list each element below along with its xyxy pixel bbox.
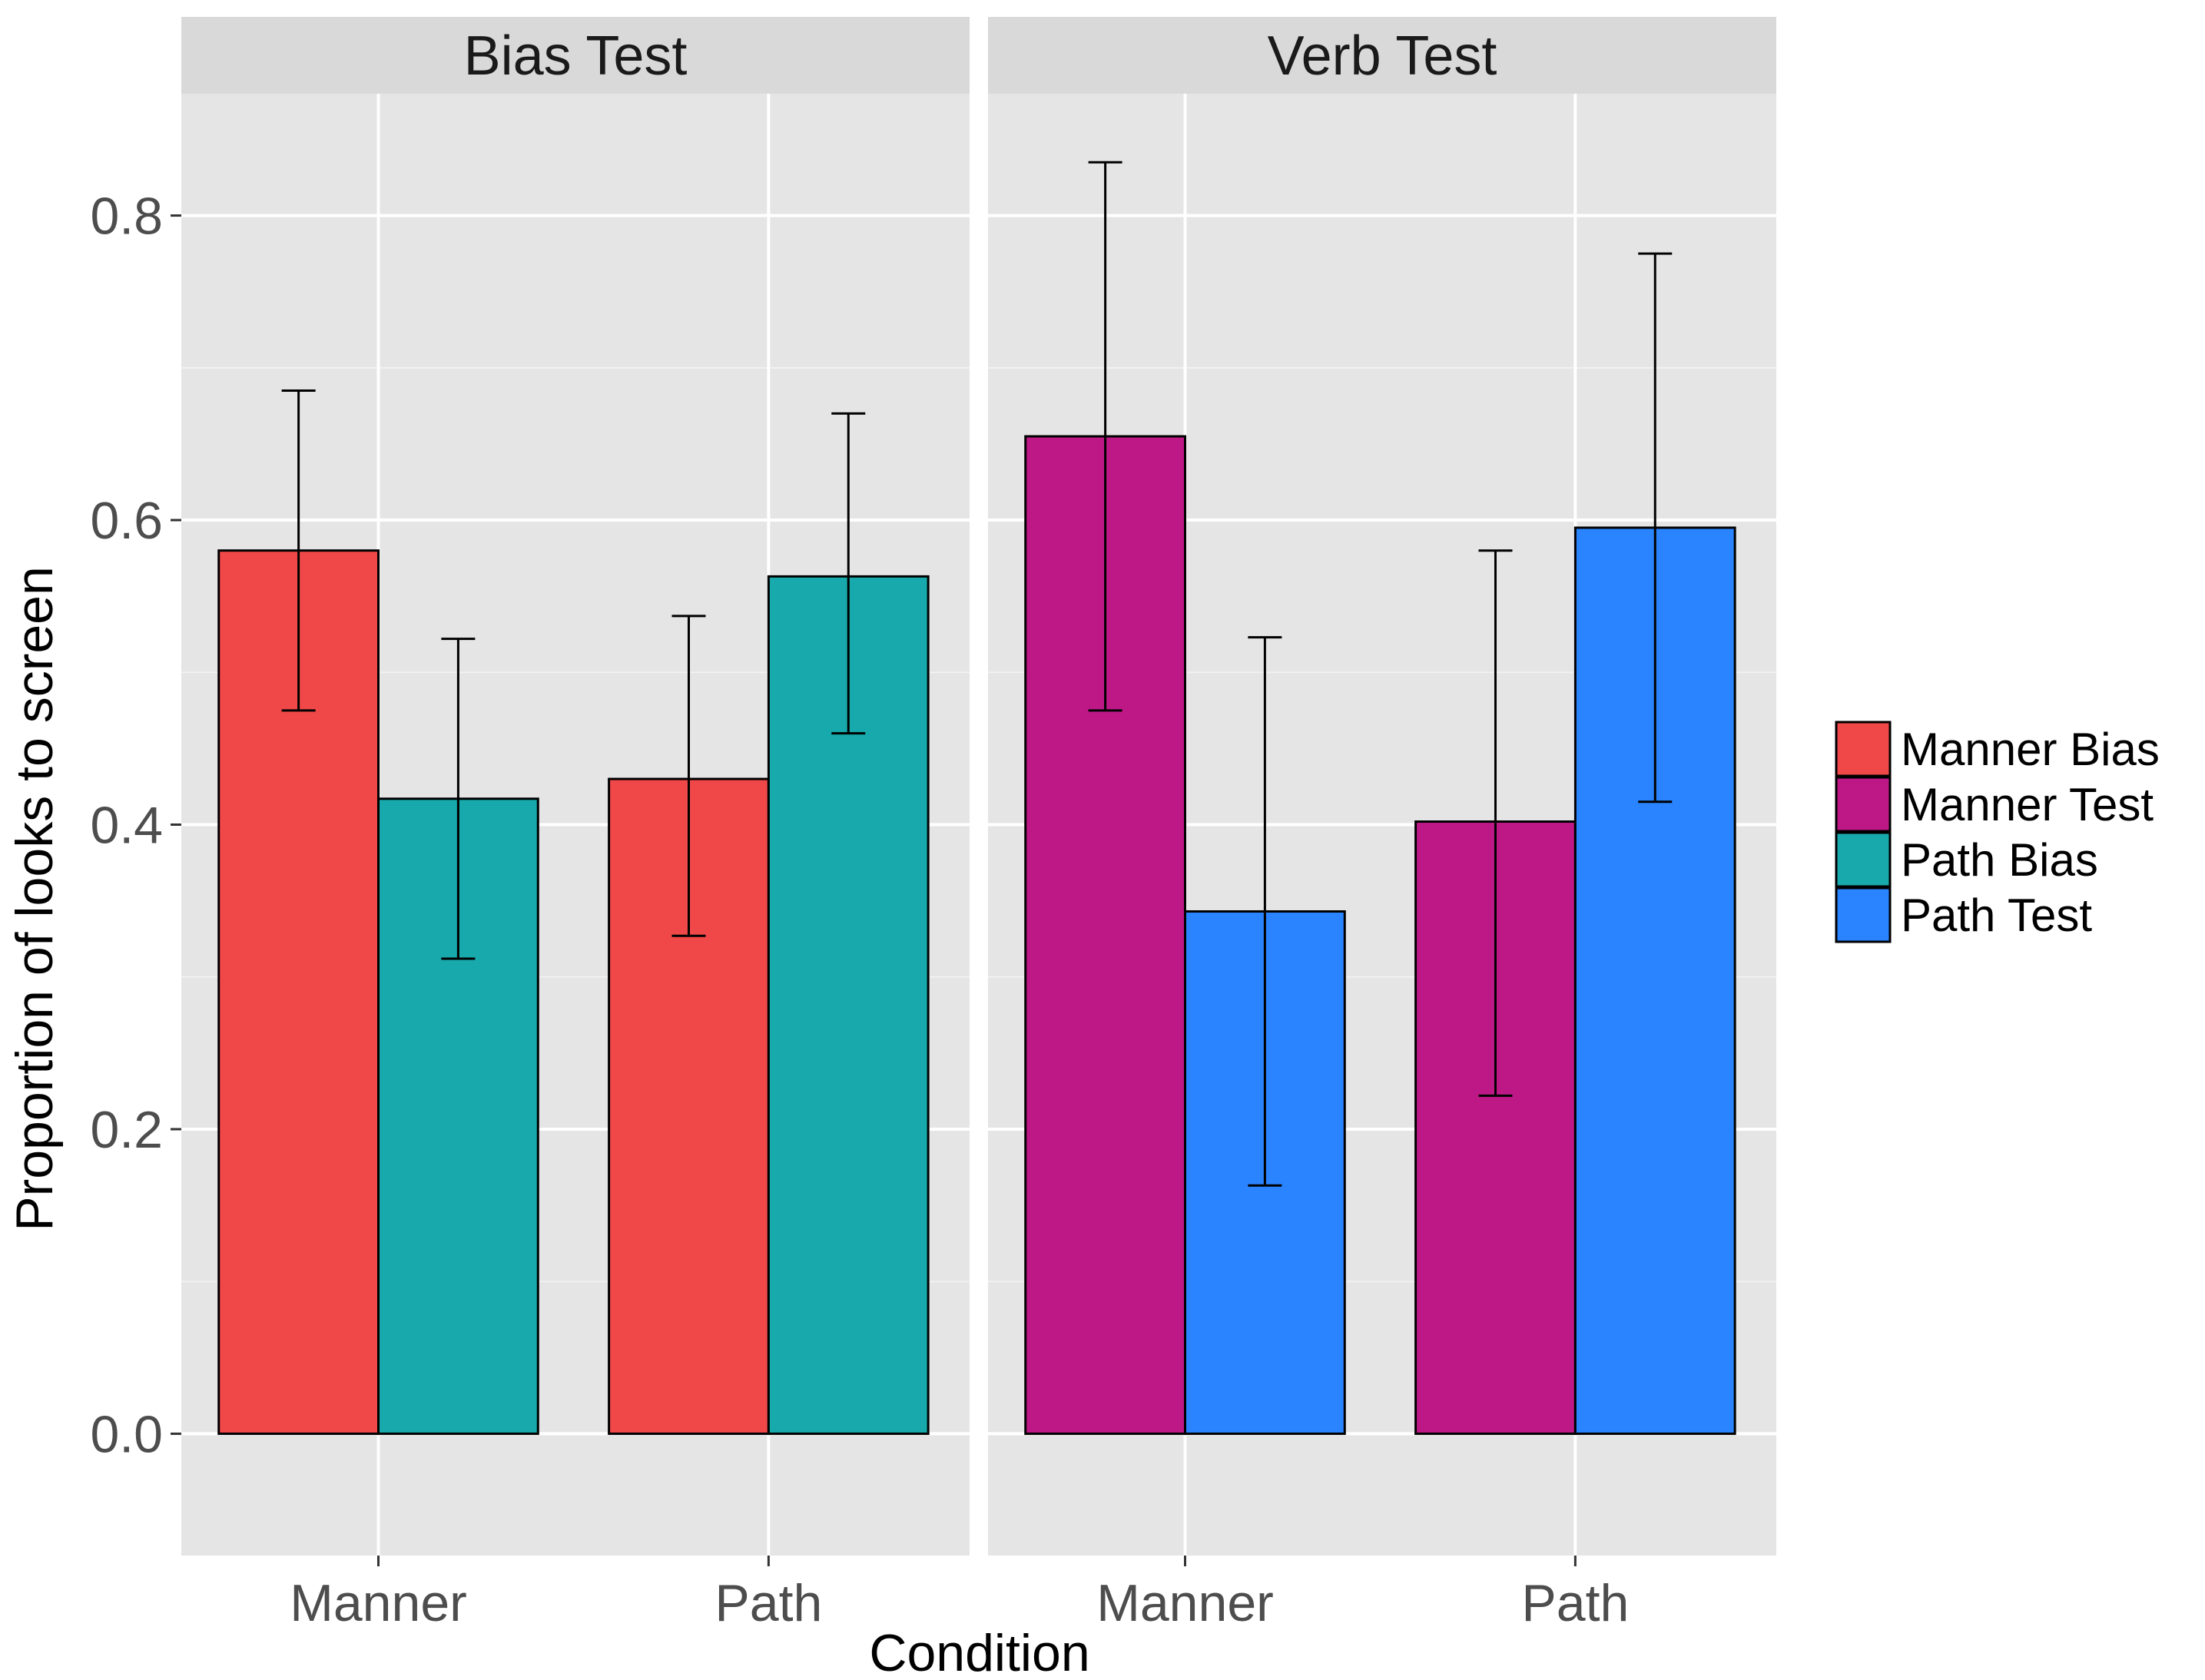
legend-label: Manner Test — [1901, 779, 2154, 830]
legend-label: Path Bias — [1901, 834, 2098, 886]
y-tick-label: 0.8 — [90, 187, 163, 246]
legend-key — [1835, 886, 1892, 943]
legend-key — [1835, 721, 1892, 777]
y-tick-label: 0.4 — [90, 797, 163, 855]
strip-label: Verb Test — [1268, 25, 1497, 87]
legend-key — [1835, 776, 1892, 833]
panels-layer: Bias Test Manner Path Verb Test Manner Path — [181, 17, 1776, 1632]
x-tick-label: Manner — [1096, 1574, 1274, 1632]
y-tick-label: 0.0 — [90, 1405, 163, 1463]
panel-bias-test: Bias Test Manner Path — [181, 17, 970, 1632]
legend-item: Path Test — [1835, 886, 2092, 943]
legend-key — [1835, 831, 1892, 888]
strip-label: Bias Test — [464, 25, 688, 87]
y-tick-label: 0.2 — [90, 1101, 163, 1159]
panel-verb-test: Verb Test Manner Path — [988, 17, 1776, 1632]
y-tick-label: 0.6 — [90, 492, 163, 550]
legend-item: Manner Test — [1835, 776, 2154, 833]
legend-item: Manner Bias — [1835, 721, 2160, 777]
strip-background — [988, 17, 1776, 94]
y-axis-title: Proportion of looks to screen — [5, 566, 64, 1231]
y-axis: 0.0 0.2 0.4 0.6 0.8 — [90, 187, 181, 1463]
legend-label: Path Test — [1901, 890, 2092, 941]
x-tick-label: Path — [1521, 1574, 1629, 1632]
strip-background — [181, 17, 970, 94]
x-tick-label: Path — [715, 1574, 822, 1632]
x-axis-title: Condition — [869, 1624, 1089, 1680]
legend-item: Path Bias — [1835, 831, 2098, 888]
x-tick-label: Manner — [290, 1574, 467, 1632]
legend-label: Manner Bias — [1901, 724, 2160, 775]
